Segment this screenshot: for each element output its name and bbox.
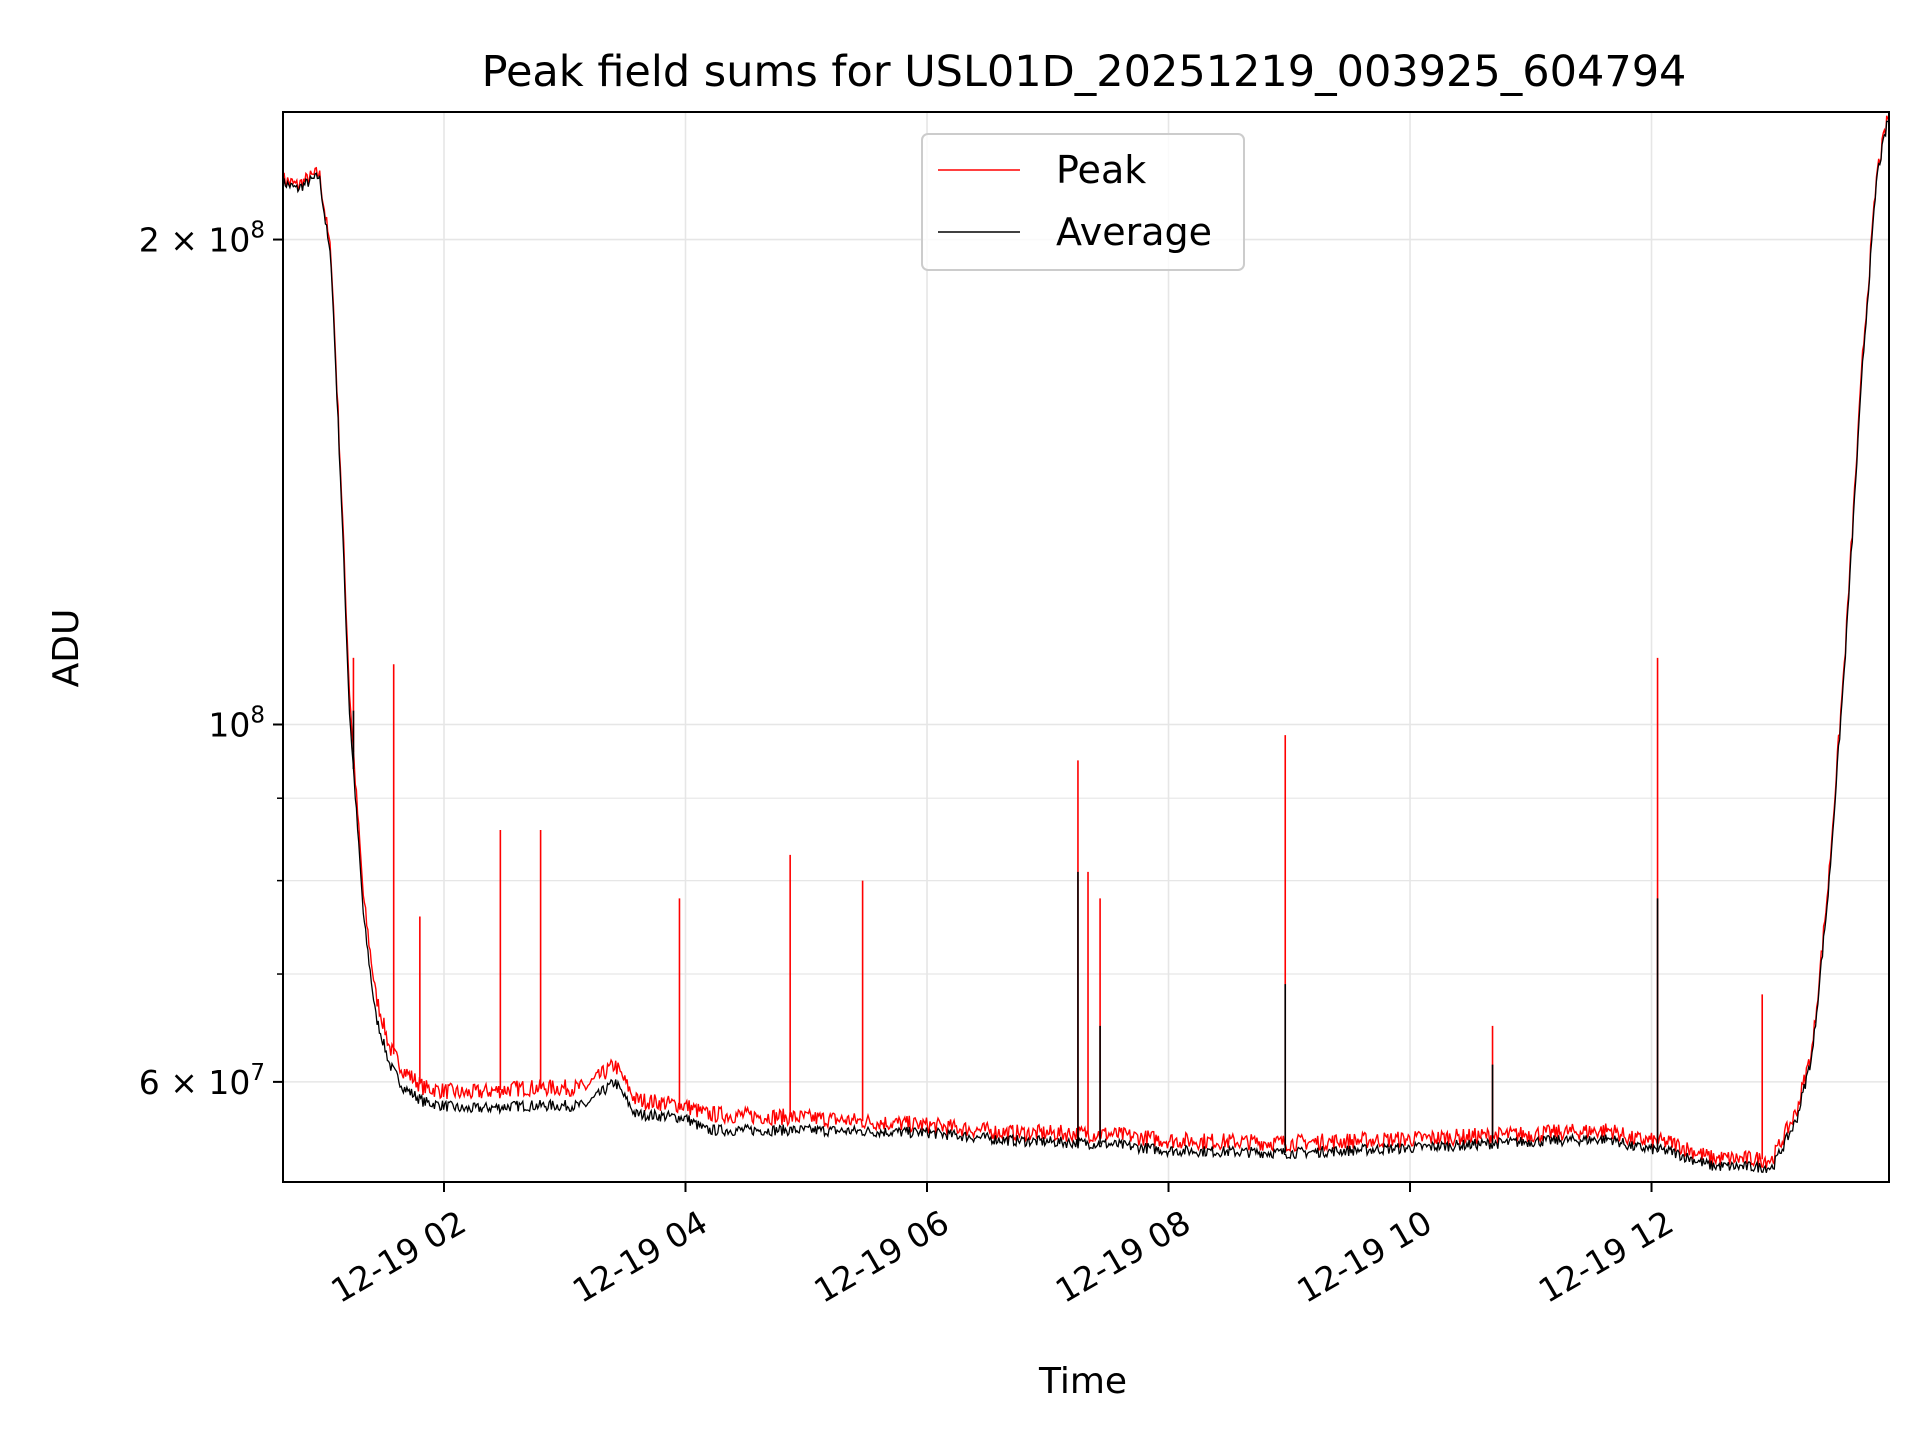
y-tick-label-base: 6 × 10 [139,1063,251,1102]
y-tick-label: 6 × 107 [139,1060,265,1102]
x-axis-title: Time [1038,1361,1127,1402]
series-line-average [283,119,1889,1174]
x-axis: 12-19 02 12-19 04 12-19 06 12-19 08 12-19 10… [324,1182,1680,1311]
legend: Peak Average [921,133,1245,271]
y-tick-label-exponent: 8 [250,218,265,244]
legend-label-peak: Peak [1056,148,1146,192]
y-tick-label-exponent: 7 [250,1060,265,1086]
legend-box [921,133,1245,271]
series-layer [283,115,1889,1174]
y-tick-label-base: 2 × 10 [139,221,251,260]
series-line-peak [283,115,1889,1168]
x-tick-label: 12-19 04 [566,1203,714,1311]
grid [283,112,1889,1182]
y-tick-label: 108 [208,702,265,744]
y-tick-label: 2 × 108 [139,218,265,260]
y-tick-label-base: 10 [208,705,250,744]
plot-frame [282,111,1890,1183]
x-tick-label: 12-19 08 [1049,1203,1197,1311]
y-tick-label-exponent: 8 [250,702,265,728]
x-tick-label: 12-19 02 [324,1203,472,1311]
y-axis-title: ADU [46,609,87,688]
legend-label-average: Average [1056,210,1212,254]
x-tick-label: 12-19 10 [1290,1203,1438,1311]
x-tick-label: 12-19 06 [807,1203,955,1311]
chart-title: Peak field sums for USL01D_20251219_0039… [482,47,1687,97]
x-tick-label: 12-19 12 [1532,1203,1680,1311]
